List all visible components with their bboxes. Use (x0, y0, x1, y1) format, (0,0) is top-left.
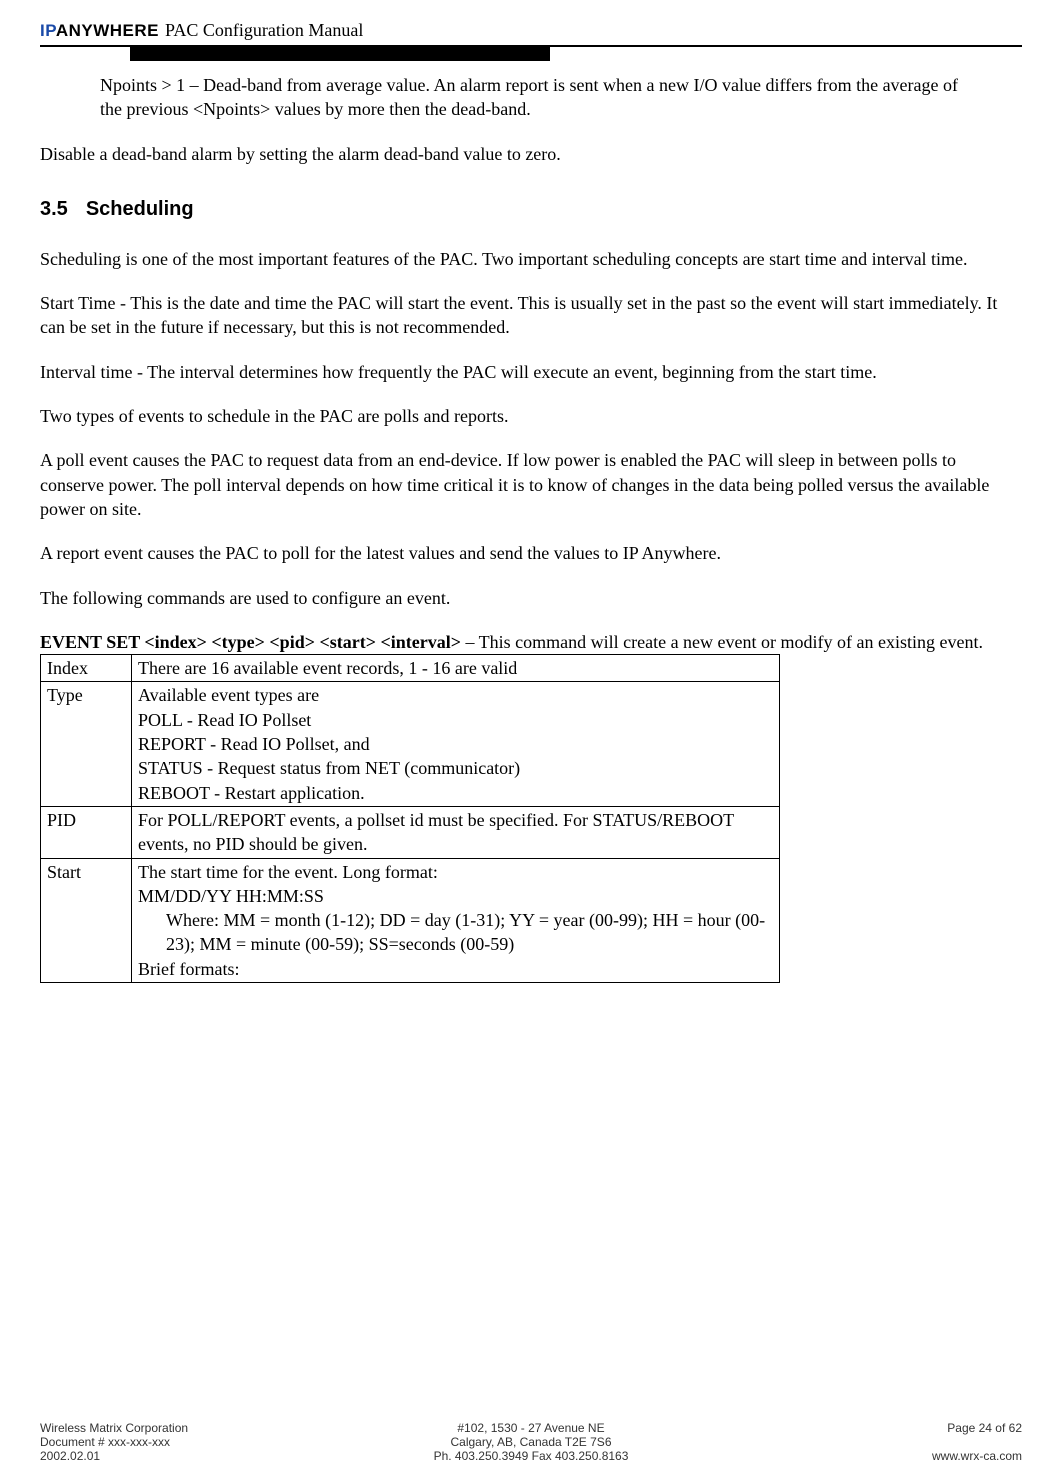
table-cell-desc: Available event types arePOLL - Read IO … (132, 682, 780, 806)
para-4: Two types of events to schedule in the P… (40, 404, 1022, 428)
table-line: STATUS - Request status from NET (commun… (138, 756, 773, 780)
table-row: PIDFor POLL/REPORT events, a pollset id … (41, 806, 780, 858)
table-line-indented: Where: MM = month (1-12); DD = day (1-31… (166, 908, 773, 957)
npoints-paragraph: Npoints > 1 – Dead-band from average val… (100, 73, 962, 122)
section-title: Scheduling (86, 198, 194, 220)
table-line: POLL - Read IO Pollset (138, 708, 773, 732)
section-heading: 3.5 Scheduling (40, 196, 1022, 223)
command-desc: – This command will create a new event o… (461, 632, 983, 652)
table-line: The start time for the event. Long forma… (138, 860, 773, 884)
table-cell-label: Start (41, 858, 132, 982)
footer-right: Page 24 of 62 www.wrx-ca.com (762, 1421, 1022, 1463)
para-2: Start Time - This is the date and time t… (40, 291, 1022, 340)
footer-company: Wireless Matrix Corporation (40, 1421, 300, 1435)
table-cell-desc: The start time for the event. Long forma… (132, 858, 780, 982)
logo-ip: IP (40, 21, 56, 40)
para-3: Interval time - The interval determines … (40, 360, 1022, 384)
table-line: Available event types are (138, 683, 773, 707)
header-black-bar (130, 45, 550, 61)
para-5: A poll event causes the PAC to request d… (40, 448, 1022, 521)
section-number: 3.5 (40, 198, 68, 220)
event-set-table-body: IndexThere are 16 available event record… (41, 655, 780, 983)
table-line: REBOOT - Restart application. (138, 781, 773, 805)
table-row: TypeAvailable event types arePOLL - Read… (41, 682, 780, 806)
footer-center: #102, 1530 - 27 Avenue NE Calgary, AB, C… (300, 1421, 762, 1463)
command-name: EVENT SET <index> <type> <pid> <start> <… (40, 632, 461, 652)
footer-address2: Calgary, AB, Canada T2E 7S6 (300, 1435, 762, 1449)
table-row: IndexThere are 16 available event record… (41, 655, 780, 682)
table-cell-label: Index (41, 655, 132, 682)
logo-anywhere: ANYWHERE (56, 21, 159, 40)
footer-left: Wireless Matrix Corporation Document # x… (40, 1421, 300, 1463)
table-cell-label: PID (41, 806, 132, 858)
table-cell-desc: There are 16 available event records, 1 … (132, 655, 780, 682)
footer-url: www.wrx-ca.com (762, 1449, 1022, 1463)
page: IPANYWHERE PAC Configuration Manual Npoi… (0, 0, 1062, 1481)
table-line: REPORT - Read IO Pollset, and (138, 732, 773, 756)
table-line: For POLL/REPORT events, a pollset id mus… (138, 808, 773, 857)
footer-page: Page 24 of 62 (762, 1421, 1022, 1435)
footer-phone: Ph. 403.250.3949 Fax 403.250.8163 (300, 1449, 762, 1463)
para-7: The following commands are used to confi… (40, 586, 1022, 610)
table-line: MM/DD/YY HH:MM:SS (138, 884, 773, 908)
event-set-table: IndexThere are 16 available event record… (40, 654, 780, 983)
footer-address1: #102, 1530 - 27 Avenue NE (300, 1421, 762, 1435)
header-title: PAC Configuration Manual (165, 20, 363, 41)
footer-docnum: Document # xxx-xxx-xxx (40, 1435, 300, 1449)
table-line: Brief formats: (138, 957, 773, 981)
footer-date: 2002.02.01 (40, 1449, 300, 1463)
page-footer: Wireless Matrix Corporation Document # x… (40, 1421, 1022, 1463)
table-cell-label: Type (41, 682, 132, 806)
para-6: A report event causes the PAC to poll fo… (40, 541, 1022, 565)
logo: IPANYWHERE (40, 21, 159, 41)
table-row: StartThe start time for the event. Long … (41, 858, 780, 982)
table-line: There are 16 available event records, 1 … (138, 656, 773, 680)
page-header: IPANYWHERE PAC Configuration Manual (40, 20, 1022, 41)
table-cell-desc: For POLL/REPORT events, a pollset id mus… (132, 806, 780, 858)
command-intro: EVENT SET <index> <type> <pid> <start> <… (40, 630, 1022, 654)
para-1: Scheduling is one of the most important … (40, 247, 1022, 271)
disable-paragraph: Disable a dead-band alarm by setting the… (40, 142, 1022, 166)
body-text: Npoints > 1 – Dead-band from average val… (40, 73, 1022, 983)
